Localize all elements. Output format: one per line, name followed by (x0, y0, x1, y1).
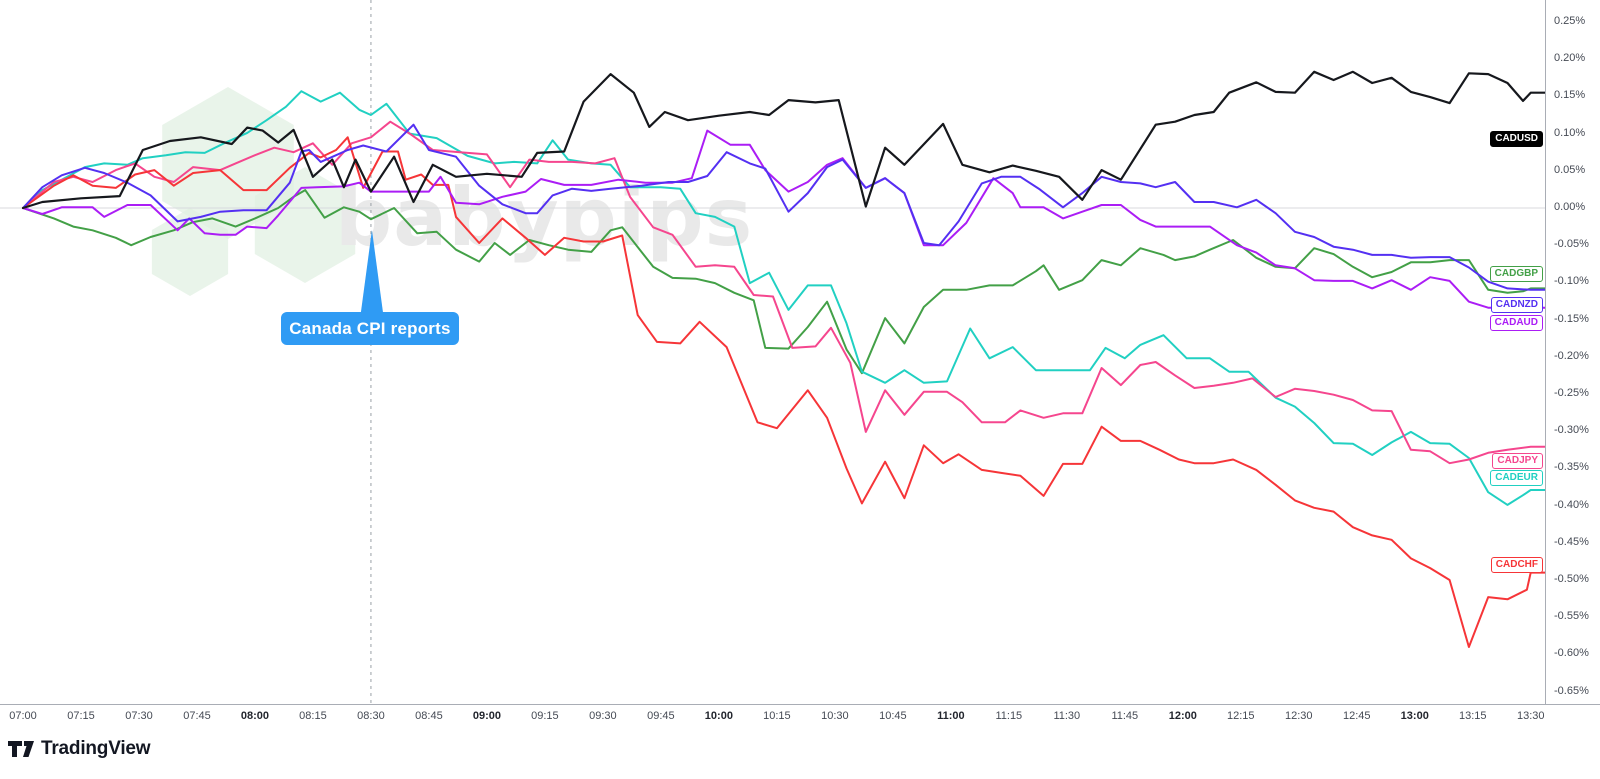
y-axis-tick-0.00%: 0.00% (1554, 201, 1586, 213)
x-axis-tick-12:30: 12:30 (1285, 710, 1313, 722)
price-chart: babypips (0, 0, 1545, 704)
x-axis-tick-13:00: 13:00 (1400, 710, 1429, 722)
x-axis-tick-12:45: 12:45 (1343, 710, 1371, 722)
x-axis-tick-09:00: 09:00 (472, 710, 501, 722)
y-axis-tick--0.55%: -0.55% (1554, 610, 1589, 623)
price-label-CADUSD: CADUSD (1490, 131, 1543, 147)
y-axis-tick-0.20%: 0.20% (1554, 52, 1586, 65)
x-axis-tick-12:00: 12:00 (1168, 710, 1197, 722)
x-axis-tick-12:15: 12:15 (1227, 710, 1255, 722)
x-axis-tick-09:45: 09:45 (647, 710, 675, 722)
x-axis-tick-07:45: 07:45 (183, 710, 211, 722)
y-axis-tick--0.20%: -0.20% (1554, 349, 1589, 362)
x-axis-tick-11:30: 11:30 (1053, 710, 1081, 722)
price-label-CADAUD: CADAUD (1489, 315, 1543, 331)
x-axis-tick-10:15: 10:15 (763, 710, 791, 722)
x-axis-tick-13:30: 13:30 (1516, 710, 1545, 722)
price-axis[interactable]: 0.25% 0.20% 0.15% 0.10% 0.05% 0.00% -0.05% -0.1… (1545, 0, 1600, 731)
x-axis-tick-11:00: 11:00 (937, 710, 965, 722)
price-label-CADEUR: CADEUR (1490, 470, 1543, 486)
y-axis-tick-0.05%: 0.05% (1554, 163, 1586, 176)
x-axis-tick-13:15: 13:15 (1458, 710, 1487, 722)
y-axis-tick--0.05%: -0.05% (1554, 238, 1589, 251)
x-axis-tick-07:30: 07:30 (125, 710, 153, 722)
series-line-CADUSD[interactable] (21, 70, 1545, 210)
babypips-watermark-text: babypips (335, 171, 753, 264)
y-axis-tick--0.60%: -0.60% (1554, 647, 1589, 660)
x-axis-tick-07:00: 07:00 (9, 710, 37, 722)
time-axis[interactable]: 07:00 07:15 07:30 07:45 08:00 08:15 08:30 08:45… (0, 704, 1600, 735)
x-axis-tick-10:45: 10:45 (879, 710, 907, 722)
x-axis-tick-08:45: 08:45 (415, 710, 443, 722)
x-axis-tick-08:00: 08:00 (240, 710, 270, 722)
price-label-CADNZD: CADNZD (1490, 297, 1543, 313)
x-axis-tick-10:30: 10:30 (821, 710, 849, 722)
series-line-CADAUD[interactable] (22, 129, 1545, 309)
y-axis-tick--0.45%: -0.45% (1554, 535, 1589, 548)
event-callout[interactable]: Canada CPI reports (280, 312, 459, 345)
y-axis-tick--0.35%: -0.35% (1554, 461, 1589, 474)
price-label-CADGBP: CADGBP (1489, 266, 1543, 282)
y-axis-tick--0.65%: -0.65% (1554, 684, 1589, 697)
y-axis-tick--0.40%: -0.40% (1554, 498, 1589, 511)
y-axis-tick--0.15%: -0.15% (1554, 312, 1589, 325)
y-axis-tick-0.15%: 0.15% (1554, 89, 1586, 102)
y-axis-tick--0.50%: -0.50% (1554, 573, 1589, 585)
x-axis-tick-09:15: 09:15 (531, 710, 559, 722)
y-axis-tick-0.10%: 0.10% (1554, 126, 1586, 139)
series-line-CADCHF[interactable] (22, 136, 1545, 648)
x-axis-tick-08:15: 08:15 (299, 710, 327, 722)
y-axis-tick-0.25%: 0.25% (1554, 15, 1586, 27)
tradingview-attribution[interactable]: TradingView (8, 738, 151, 760)
event-callout-label: Canada CPI reports (289, 318, 451, 338)
series-line-CADNZD[interactable] (22, 123, 1545, 291)
babypips-hexagon-watermark (151, 87, 356, 296)
y-axis-tick--0.25%: -0.25% (1554, 387, 1589, 399)
x-axis-tick-10:00: 10:00 (704, 710, 733, 722)
callout-pointer (360, 230, 383, 312)
x-axis-tick-11:15: 11:15 (995, 710, 1023, 722)
series-line-CADEUR[interactable] (22, 90, 1545, 506)
y-axis-tick--0.30%: -0.30% (1554, 424, 1589, 437)
tradingview-logo-text: TradingView (41, 738, 151, 759)
x-axis-tick-08:30: 08:30 (357, 710, 385, 722)
price-label-CADCHF: CADCHF (1490, 557, 1543, 573)
series-line-CADJPY[interactable] (22, 120, 1545, 465)
y-axis-tick--0.10%: -0.10% (1554, 275, 1589, 288)
tradingview-logo-icon (8, 740, 34, 757)
x-axis-tick-11:45: 11:45 (1111, 710, 1139, 722)
x-axis-tick-07:15: 07:15 (67, 710, 95, 722)
chart-plot-area[interactable]: babypips Canada CPI reports CADUSD CADGBP… (0, 0, 1545, 704)
price-label-CADJPY: CADJPY (1492, 453, 1543, 469)
x-axis-tick-09:30: 09:30 (589, 710, 617, 722)
